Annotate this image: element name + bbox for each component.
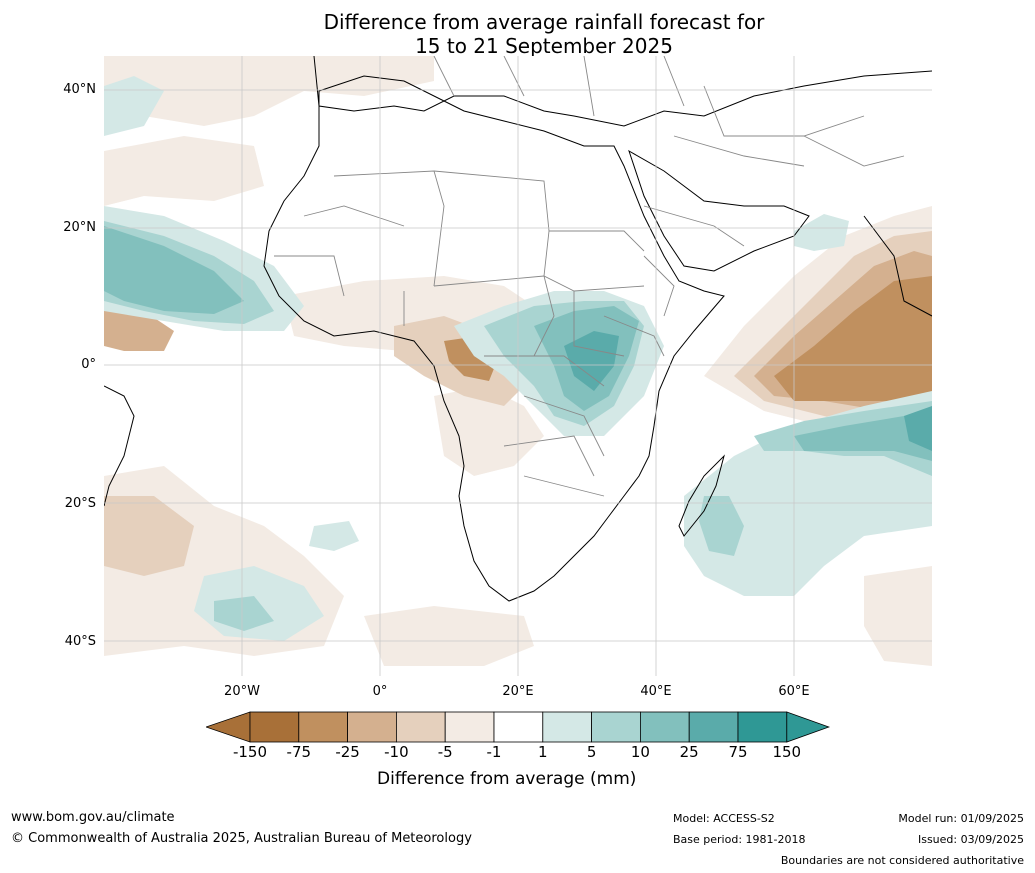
- map-title-line2: 15 to 21 September 2025: [415, 34, 673, 58]
- footer-issued: Issued: 03/09/2025: [917, 833, 1024, 846]
- madagascar-outline: [678, 454, 725, 537]
- footer-model: Model: ACCESS-S2: [673, 812, 775, 825]
- wet-anomaly-east-africa-strong: [564, 331, 619, 391]
- wet-anomaly-south-atlantic-mid: [214, 596, 274, 631]
- europe-outline: [313, 56, 932, 127]
- colorbar-tick-label: -1: [486, 743, 502, 761]
- wet-anomaly-south-indian-strong: [904, 406, 932, 451]
- colorbar-tick-label: 1: [538, 743, 548, 761]
- colorbar-bin-8: [639, 711, 690, 743]
- dry-anomaly-atlantic-mid: [104, 496, 194, 576]
- wet-anomaly-mediterranean-west: [104, 76, 164, 136]
- lon-label-20w: 20°W: [224, 684, 260, 699]
- colorbar-bin-1: [298, 711, 349, 743]
- colorbar-bin-9: [688, 711, 739, 743]
- dry-anomaly-indian-ocean-strong: [774, 276, 932, 401]
- dry-anomaly-south-atlantic-2: [364, 606, 534, 666]
- colorbar-tick-label: 75: [728, 743, 748, 761]
- footer-copyright: © Commonwealth of Australia 2025, Austra…: [11, 831, 472, 846]
- colorbar-bin-6: [542, 711, 592, 743]
- lat-label-0: 0°: [81, 357, 96, 372]
- colorbar-tick-label: -150: [232, 743, 268, 761]
- dry-anomaly-northern-band: [104, 56, 434, 126]
- colorbar-tick-label: 10: [630, 743, 650, 761]
- colorbar-tick-label: -10: [384, 743, 409, 761]
- colorbar-tick-label: -5: [437, 743, 453, 761]
- wet-anomaly-southwest-patch: [309, 521, 359, 551]
- colorbar-tick-label: -25: [335, 743, 360, 761]
- colorbar-bin-3: [395, 711, 446, 743]
- lat-label-20n: 20°N: [63, 220, 96, 235]
- colorbar-bin-2: [347, 711, 397, 743]
- colorbar-bin-10: [737, 711, 788, 743]
- africa-coastline: [263, 75, 725, 602]
- lon-label-20e: 20°E: [502, 684, 534, 699]
- lon-label-60e: 60°E: [778, 684, 810, 699]
- rainfall-anomaly-map: [104, 56, 932, 676]
- colorbar-tick-label: -75: [286, 743, 312, 761]
- footer-model-run: Model run: 01/09/2025: [898, 812, 1024, 825]
- colorbar-tick-label: 5: [586, 743, 597, 761]
- wet-anomaly-madagascar-east: [699, 496, 744, 556]
- brazil-outline: [104, 385, 135, 507]
- colorbar-bin-0: [249, 711, 300, 743]
- lat-label-20s: 20°S: [64, 496, 96, 511]
- footer-website: www.bom.gov.au/climate: [11, 810, 175, 825]
- footer-base-period: Base period: 1981-2018: [673, 833, 806, 846]
- anomaly-fills: [104, 56, 932, 666]
- colorbar-bin-5: [493, 711, 544, 743]
- dry-anomaly-tropical-atlantic: [104, 306, 174, 351]
- wet-anomaly-tropical-atlantic-core: [104, 226, 244, 314]
- colorbar-tick-label: 150: [772, 743, 802, 761]
- colorbar-bin-7: [591, 711, 641, 743]
- colorbar-bin-4: [444, 711, 495, 743]
- colorbar-arrow-low: [206, 711, 251, 743]
- colorbar-title: Difference from average (mm): [377, 769, 637, 789]
- colorbar-tick-label: 25: [679, 743, 699, 761]
- map-title: Difference from average rainfall forecas…: [0, 10, 1035, 58]
- colorbar-arrow-high: [786, 711, 830, 743]
- wet-anomaly-arabian-sea: [794, 214, 849, 251]
- india-outline: [863, 215, 932, 317]
- footer-disclaimer: Boundaries are not considered authoritat…: [780, 854, 1024, 867]
- lat-label-40s: 40°S: [64, 634, 96, 649]
- map-title-line1: Difference from average rainfall forecas…: [323, 10, 765, 34]
- lon-label-40e: 40°E: [640, 684, 672, 699]
- country-borders: [274, 56, 905, 497]
- graticule: [104, 56, 932, 676]
- colorbar: [206, 711, 830, 743]
- lat-label-40n: 40°N: [63, 82, 96, 97]
- wet-anomaly-south-indian-core: [794, 411, 932, 461]
- dry-anomaly-north-atlantic: [104, 136, 264, 206]
- lon-label-0: 0°: [372, 684, 388, 699]
